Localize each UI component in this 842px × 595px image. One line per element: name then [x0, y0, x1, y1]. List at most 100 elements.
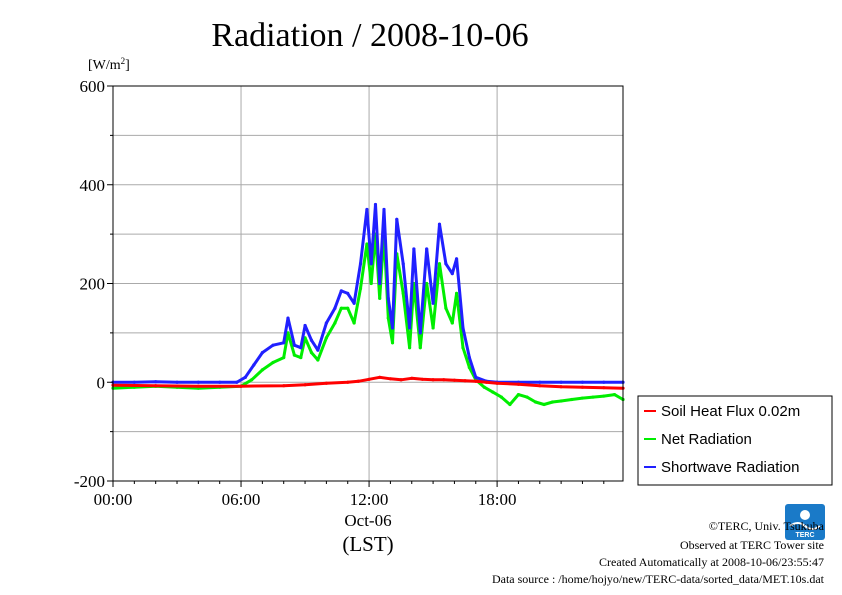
- series-point: [467, 365, 471, 370]
- series-point: [538, 384, 542, 388]
- series-point: [550, 400, 555, 404]
- credit-created: Created Automatically at 2008-10-06/23:5…: [599, 555, 824, 569]
- series-point: [346, 291, 350, 295]
- series-point: [373, 202, 378, 207]
- series-point: [580, 385, 585, 389]
- series-point: [499, 395, 503, 399]
- series-point: [243, 375, 247, 379]
- series-point: [495, 381, 499, 385]
- series-point: [390, 326, 395, 330]
- x-axis-label: (LST): [342, 532, 393, 556]
- series-point: [154, 380, 158, 384]
- series-point: [525, 395, 529, 399]
- series-point: [356, 379, 360, 383]
- series-point: [559, 399, 563, 403]
- legend-label-shortwave-radiation: Shortwave Radiation: [661, 459, 799, 476]
- series-point: [260, 351, 264, 355]
- series-point: [378, 281, 382, 286]
- x-tick-label: 18:00: [478, 490, 517, 509]
- credit-site: Observed at TERC Tower site: [680, 538, 824, 552]
- series-point: [303, 323, 307, 328]
- series-point: [484, 380, 489, 384]
- series-point: [286, 331, 290, 335]
- series-point: [309, 351, 314, 355]
- series-point: [516, 392, 521, 397]
- series-point: [437, 222, 442, 226]
- series-point: [324, 321, 328, 325]
- series-point: [154, 384, 158, 388]
- series-point: [395, 217, 399, 221]
- series-point: [431, 301, 435, 305]
- x-date-label: Oct-06: [344, 511, 391, 530]
- series-point: [352, 321, 356, 325]
- series-point: [467, 355, 471, 360]
- series-point: [386, 316, 390, 320]
- series-point: [324, 381, 328, 385]
- series-point: [382, 207, 386, 212]
- series-point: [408, 326, 412, 330]
- series-point: [309, 338, 314, 342]
- series-point: [461, 346, 465, 350]
- series-point: [299, 355, 303, 360]
- series-point: [450, 272, 454, 276]
- series-point: [442, 378, 446, 382]
- legend-label-net-radiation: Net Radiation: [661, 431, 752, 448]
- series-point: [591, 395, 595, 399]
- series-point: [401, 262, 405, 266]
- series-point: [482, 385, 486, 389]
- series-point: [386, 296, 390, 300]
- legend-label-soil-heat-flux: Soil Heat Flux 0.02m: [661, 403, 800, 420]
- series-point: [559, 385, 563, 389]
- y-axis: -200 0 200 400 600: [74, 77, 113, 491]
- series-point: [542, 402, 546, 407]
- series-point: [316, 348, 320, 352]
- series-point: [358, 286, 363, 291]
- series-point: [390, 341, 395, 345]
- legend-box: [637, 395, 833, 486]
- chart-title: Radiation / 2008-10-06: [211, 17, 528, 54]
- series-point: [580, 380, 585, 384]
- series-point: [444, 262, 448, 266]
- series-point: [559, 380, 563, 384]
- series-point: [286, 316, 290, 320]
- x-axis: 00:00 06:00 12:00 18:00: [94, 481, 605, 509]
- terc-logo-icon: TERC: [785, 504, 825, 540]
- series-point: [516, 382, 521, 386]
- series-point: [454, 291, 459, 295]
- series-point: [369, 262, 373, 266]
- series-point: [324, 336, 328, 340]
- series-point: [252, 363, 256, 367]
- logo-text: TERC: [795, 532, 814, 539]
- x-tick-label: 12:00: [350, 490, 389, 509]
- series-point: [412, 247, 416, 251]
- series-point: [132, 380, 136, 384]
- series-point: [218, 380, 222, 384]
- series-point: [418, 346, 422, 350]
- x-tick-label: 06:00: [222, 490, 261, 509]
- series-point: [292, 353, 296, 357]
- credit-data-source: Data source : /home/hojyo/new/TERC-data/…: [492, 572, 825, 586]
- series-point: [299, 346, 303, 350]
- series-point: [271, 343, 275, 347]
- series-point: [282, 355, 286, 360]
- y-tick-label: 200: [80, 275, 106, 294]
- credits-block: ©TERC, Univ. Tsukuba Observed at TERC To…: [492, 519, 825, 586]
- series-point: [450, 321, 454, 325]
- series-point: [235, 380, 239, 384]
- series-point: [399, 378, 403, 382]
- series-point: [239, 384, 243, 388]
- series-line-soil-heat-flux-0-02m: [111, 375, 625, 390]
- series-point: [282, 341, 286, 345]
- series-point: [425, 281, 429, 286]
- series-point: [612, 392, 617, 397]
- series-point: [408, 346, 412, 350]
- series-point: [570, 397, 574, 402]
- series-point: [431, 378, 435, 382]
- series-point: [282, 384, 286, 388]
- series-point: [474, 379, 478, 383]
- series-point: [410, 376, 414, 380]
- series-point: [533, 400, 538, 404]
- grid-lines: [113, 86, 623, 481]
- series-point: [260, 368, 264, 372]
- series-point: [437, 262, 442, 266]
